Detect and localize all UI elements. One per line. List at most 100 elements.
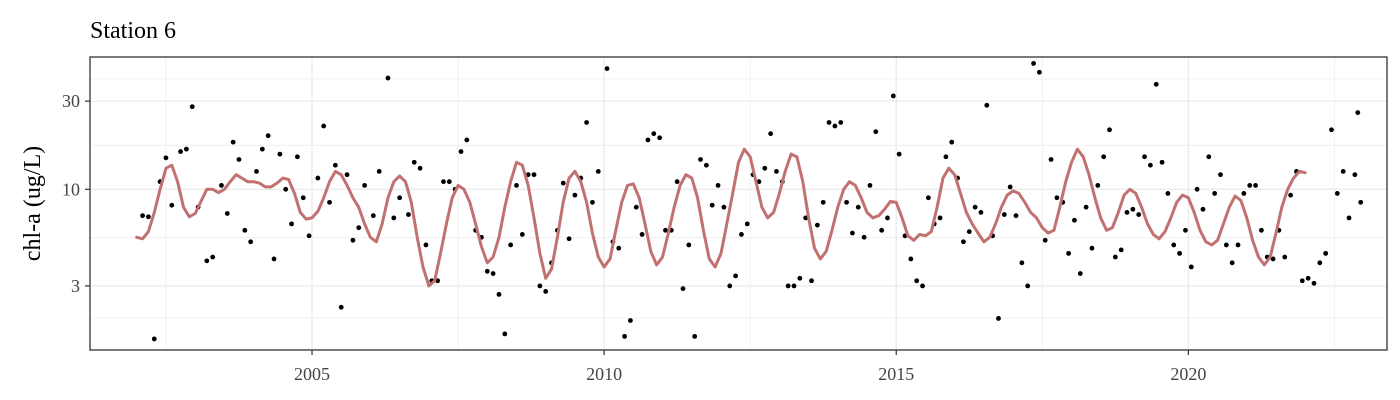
data-point [961,239,966,245]
data-point [639,232,645,237]
data-point [1206,154,1212,160]
data-point [850,230,855,236]
data-point [1317,260,1323,266]
data-point [1177,250,1182,256]
data-point [189,104,195,110]
data-point [224,211,230,216]
data-point [809,278,814,284]
y-tick-label: 10 [62,179,80,199]
data-point [417,165,423,171]
data-point [1130,206,1136,212]
x-tick-label: 2015 [878,364,914,384]
data-point [925,195,931,201]
data-point [1212,191,1218,196]
data-point [1194,186,1200,192]
data-point [1019,260,1025,266]
data-point [978,209,984,215]
data-point [633,204,639,210]
data-point [680,286,686,292]
data-point [622,333,627,339]
data-point [657,135,663,141]
data-point [146,214,151,220]
data-point [1095,182,1101,188]
data-point [727,283,733,289]
data-point [332,162,338,168]
data-point [1235,242,1241,248]
data-point [300,195,306,201]
data-point [385,75,391,81]
data-point [1270,256,1276,262]
data-point [1101,154,1107,160]
data-point [219,182,224,188]
data-point [406,212,411,217]
data-point [703,162,709,168]
data-point [531,172,537,178]
data-point [1358,199,1364,205]
data-point [514,182,519,188]
data-point [484,268,490,274]
data-point [715,182,721,188]
data-point [604,66,610,72]
data-point [972,204,978,210]
data-point [1183,227,1188,233]
data-point [908,256,914,262]
data-point [803,215,809,221]
data-point [590,199,595,205]
data-point [321,123,327,129]
data-point [595,168,601,174]
data-point [1007,184,1013,190]
data-point [832,123,838,129]
data-point [151,336,157,342]
data-point [1346,215,1352,221]
data-point [376,168,382,174]
data-point [458,149,464,154]
data-point [1001,212,1007,217]
data-point [1048,157,1054,162]
data-point [1288,192,1294,198]
data-point [572,192,578,198]
trend-line [135,147,1307,288]
y-tick-label: 30 [62,91,80,111]
data-point [1188,264,1194,270]
data-point [248,239,254,245]
data-point [628,318,633,323]
data-point [1200,206,1206,212]
data-point [791,283,797,289]
data-point [397,195,403,201]
data-point [943,154,949,160]
data-point [1159,159,1165,165]
data-point [797,275,803,281]
data-point [242,227,248,233]
data-point [721,204,727,210]
data-point [1247,182,1253,188]
data-point [1171,242,1177,248]
data-point [140,213,145,219]
data-point [1118,247,1124,253]
data-point [1223,242,1229,248]
data-point [1077,271,1083,276]
data-point [774,168,779,174]
data-point [1258,227,1264,233]
y-axis-label: chl-a (ug/L) [20,146,46,261]
data-point [674,179,680,185]
data-point [1036,69,1042,75]
data-point [1072,217,1077,223]
data-point [1089,245,1095,251]
data-point [508,242,514,248]
data-point [327,199,332,205]
data-point [236,157,242,162]
data-point [423,242,429,248]
data-point [914,278,920,284]
data-point [733,273,738,279]
data-point [1241,191,1247,196]
data-point [1334,191,1340,196]
data-point [1013,213,1019,219]
data-point [744,221,750,227]
data-point [663,227,668,233]
data-point [344,172,350,178]
x-tick-label: 2020 [1170,364,1206,384]
data-point [1311,280,1317,286]
data-point [920,283,925,289]
data-point [350,237,356,243]
